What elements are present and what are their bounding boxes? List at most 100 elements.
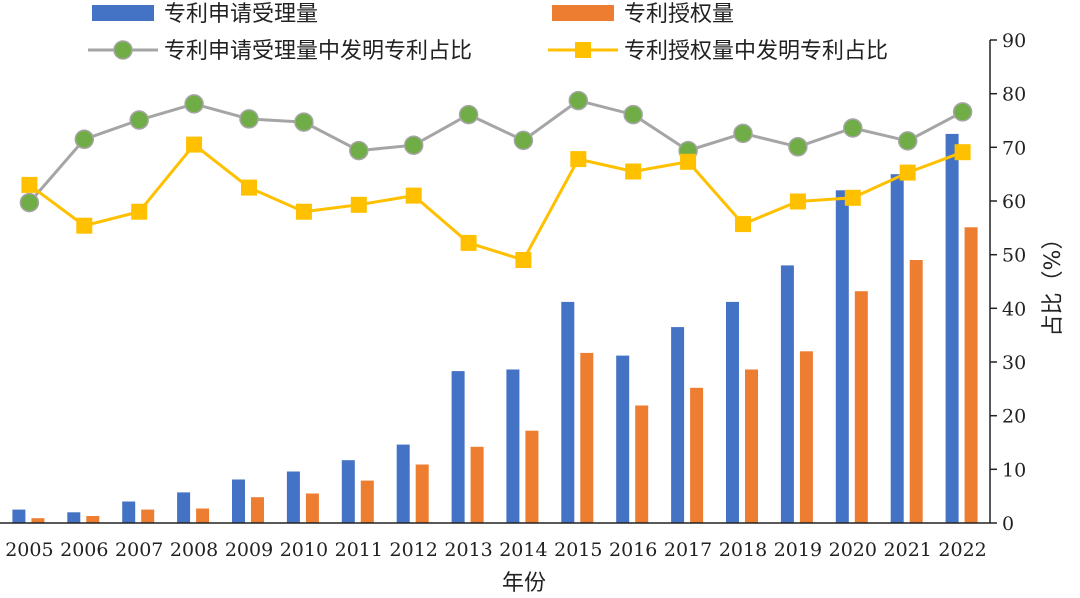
legend-label-3: 专利授权量中发明专利占比 (624, 39, 888, 64)
point-grant-invention-share-2020 (844, 189, 861, 206)
point-grant-invention-share-2007 (131, 203, 148, 220)
legend-label-1: 专利授权量 (624, 2, 734, 27)
bar-grants-2011 (360, 480, 374, 523)
x-axis-title: 年份 (502, 571, 546, 596)
x-tick-label-2006: 2006 (60, 539, 108, 561)
legend-item-0: 专利申请受理量 (92, 2, 318, 27)
bar-applications-2020 (835, 190, 849, 524)
x-tick-label-2014: 2014 (499, 539, 547, 561)
bar-grants-2005 (31, 518, 45, 523)
bars (12, 133, 978, 524)
point-application-invention-share-2016 (623, 104, 643, 125)
x-tick-label-2012: 2012 (390, 539, 438, 561)
point-application-invention-share-2022 (952, 102, 973, 122)
y2-tick-label-60: 60 (1002, 191, 1026, 213)
point-application-invention-share-2006 (74, 129, 95, 150)
legend-label-2: 专利申请受理量中发明专利占比 (164, 39, 472, 64)
point-application-invention-share-2014 (513, 130, 534, 151)
point-application-invention-share-2011 (349, 140, 369, 161)
point-application-invention-share-2009 (239, 109, 259, 129)
bar-applications-2011 (341, 460, 355, 523)
point-grant-invention-share-2022 (954, 144, 971, 161)
bar-grants-2017 (690, 387, 704, 523)
point-application-invention-share-2008 (184, 94, 204, 114)
bar-grants-2020 (854, 291, 868, 523)
bar-grants-2014 (525, 430, 539, 523)
point-application-invention-share-2007 (129, 110, 149, 130)
x-tick-label-2020: 2020 (829, 539, 877, 561)
bar-grants-2022 (964, 227, 978, 524)
x-tick-label-2013: 2013 (444, 539, 492, 561)
point-application-invention-share-2020 (843, 118, 863, 138)
bar-applications-2006 (67, 512, 81, 523)
point-grant-invention-share-2006 (76, 217, 93, 234)
point-application-invention-share-2021 (897, 131, 918, 151)
x-tick-label-2017: 2017 (664, 539, 712, 561)
bar-applications-2013 (451, 371, 465, 523)
bar-grants-2006 (86, 516, 100, 523)
point-application-invention-share-2012 (403, 135, 424, 155)
bar-applications-2016 (616, 355, 630, 523)
bar-applications-2005 (12, 509, 26, 523)
bar-grants-2015 (580, 352, 594, 523)
bar-grants-2008 (196, 508, 210, 523)
axes: 2005 2006 2007 2008 2009 2010 2011 2012 2013 2014… (0, 30, 1026, 561)
x-tick-label-2022: 2022 (938, 539, 986, 561)
bar-applications-2007 (122, 501, 136, 523)
legend-swatch-1 (552, 5, 614, 21)
bar-applications-2017 (671, 327, 685, 523)
y2-tick-label-10: 10 (1002, 459, 1026, 481)
bar-applications-2009 (232, 479, 245, 523)
point-grant-invention-share-2019 (789, 193, 806, 210)
bar-grants-2010 (305, 493, 319, 523)
bar-grants-2007 (141, 509, 155, 523)
point-grant-invention-share-2010 (295, 203, 312, 220)
y2-tick-label-50: 50 (1002, 245, 1026, 267)
point-grant-invention-share-2014 (515, 252, 532, 268)
point-application-invention-share-2005 (19, 192, 40, 213)
bar-grants-2021 (909, 260, 923, 523)
point-grant-invention-share-2013 (460, 234, 477, 251)
legend-item-3: 专利授权量中发明专利占比 (548, 39, 888, 64)
point-grant-invention-share-2008 (186, 136, 203, 153)
legend-marker-2 (113, 40, 133, 60)
x-tick-label-2009: 2009 (225, 539, 273, 561)
bar-applications-2010 (286, 471, 300, 523)
bar-applications-2021 (890, 174, 904, 523)
bar-applications-2012 (396, 444, 410, 523)
x-tick-label-2005: 2005 (5, 539, 53, 561)
point-application-invention-share-2019 (788, 137, 808, 157)
x-tick-label-2021: 2021 (884, 539, 932, 561)
point-application-invention-share-2018 (733, 123, 753, 144)
y2-tick-label-40: 40 (1002, 298, 1026, 320)
lines (19, 90, 973, 268)
y2-tick-label-80: 80 (1002, 84, 1026, 106)
x-tick-label-2011: 2011 (335, 539, 383, 561)
y2-tick-label-90: 90 (1002, 30, 1026, 52)
point-grant-invention-share-2021 (899, 164, 916, 181)
x-tick-label-2010: 2010 (280, 539, 328, 561)
point-grant-invention-share-2011 (350, 196, 367, 213)
line-grant-invention-share (28, 142, 964, 262)
bar-applications-2019 (780, 265, 794, 523)
x-tick-label-2008: 2008 (170, 539, 218, 561)
bar-grants-2019 (799, 351, 813, 523)
point-grant-invention-share-2012 (405, 187, 422, 204)
x-tick-label-2019: 2019 (774, 539, 822, 561)
x-tick-label-2015: 2015 (554, 539, 602, 561)
y2-tick-label-20: 20 (1002, 406, 1026, 428)
bar-applications-2015 (561, 301, 575, 523)
bar-applications-2014 (506, 369, 520, 523)
bar-grants-2018 (745, 369, 758, 523)
point-grant-invention-share-2009 (241, 179, 257, 196)
legend-swatch-0 (92, 5, 154, 21)
legend-item-2: 专利申请受理量中发明专利占比 (88, 39, 472, 64)
bar-grants-2016 (635, 405, 649, 523)
point-grant-invention-share-2018 (735, 216, 751, 233)
legend-label-0: 专利申请受理量 (164, 2, 318, 27)
y2-tick-label-30: 30 (1002, 352, 1026, 374)
y2-axis-title: 占比（%） (1041, 228, 1066, 337)
x-tick-label-2007: 2007 (115, 539, 163, 561)
